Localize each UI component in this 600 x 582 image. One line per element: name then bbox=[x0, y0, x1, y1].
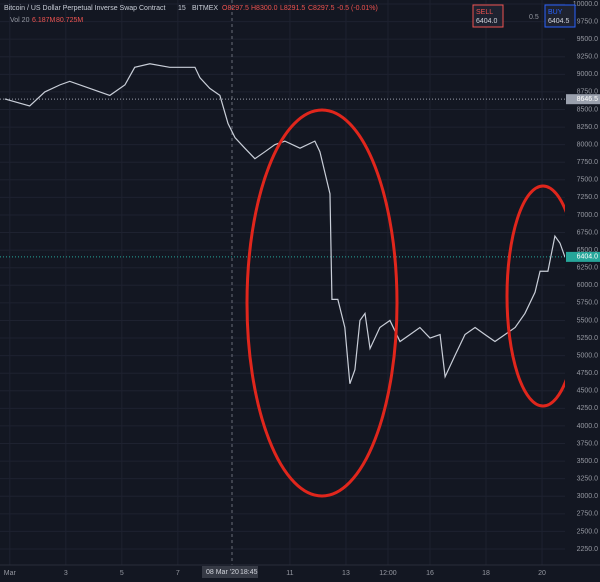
y-tick-label: 6000.0 bbox=[577, 282, 599, 289]
y-tick-label: 4750.0 bbox=[577, 370, 599, 377]
x-tick-label: 20 bbox=[538, 570, 546, 577]
buy-price[interactable]: 6404.5 bbox=[548, 18, 570, 25]
buy-button[interactable] bbox=[544, 4, 576, 28]
x-tick-label: 16 bbox=[426, 570, 434, 577]
sell-button[interactable] bbox=[472, 4, 504, 28]
y-tick-label: 3500.0 bbox=[577, 458, 599, 465]
x-tick-label: 7 bbox=[176, 570, 180, 577]
y-tick-label: 4250.0 bbox=[577, 405, 599, 412]
y-tick-label: 9500.0 bbox=[577, 36, 599, 43]
y-tick-label: 8000.0 bbox=[577, 141, 599, 148]
y-tick-label: 3750.0 bbox=[577, 440, 599, 447]
crosshair-date: 08 Mar '20 bbox=[206, 569, 239, 576]
y-tick-label: 8250.0 bbox=[577, 124, 599, 131]
y-tick-label: 7250.0 bbox=[577, 194, 599, 201]
price-line-series bbox=[4, 63, 566, 384]
crosshair-label-box bbox=[202, 566, 258, 578]
x-tick-label: 13 bbox=[342, 570, 350, 577]
y-tick-label: 3250.0 bbox=[577, 476, 599, 483]
chart-title: Bitcoin / US Dollar Perpetual Inverse Sw… bbox=[4, 5, 166, 12]
x-tick-label: 5 bbox=[120, 570, 124, 577]
interval: 15 bbox=[178, 5, 186, 12]
ohlc-open: O8297.5 bbox=[222, 5, 249, 12]
x-tick-label: 3 bbox=[64, 570, 68, 577]
y-tick-label: 2750.0 bbox=[577, 511, 599, 518]
axes: 2250.02500.02750.03000.03250.03500.03750… bbox=[4, 1, 600, 577]
y-tick-label: 5000.0 bbox=[577, 352, 599, 359]
crosshair-time: 18:45 bbox=[240, 569, 258, 576]
y-tick-label: 7750.0 bbox=[577, 159, 599, 166]
y-tick-label: 4500.0 bbox=[577, 388, 599, 395]
y-tick-label: 6750.0 bbox=[577, 229, 599, 236]
y-tick-label: 2500.0 bbox=[577, 528, 599, 535]
spread: 0.5 bbox=[529, 14, 539, 21]
ohlc-close: C8297.5 bbox=[308, 5, 335, 12]
y-tick-label: 5750.0 bbox=[577, 300, 599, 307]
x-tick-label: 18 bbox=[482, 570, 490, 577]
sell-price[interactable]: 6404.0 bbox=[476, 18, 498, 25]
y-tick-label: 9750.0 bbox=[577, 18, 599, 25]
annotation-ellipse bbox=[245, 108, 399, 498]
y-tick-label: 2250.0 bbox=[577, 546, 599, 553]
y-tick-label: 6500.0 bbox=[577, 247, 599, 254]
grid bbox=[0, 0, 565, 565]
price-label: 8646.5 bbox=[577, 96, 599, 103]
y-tick-label: 6250.0 bbox=[577, 265, 599, 272]
price-label-box bbox=[566, 251, 600, 262]
y-tick-label: 8750.0 bbox=[577, 89, 599, 96]
y-axis bbox=[565, 0, 600, 565]
sell-label[interactable]: SELL bbox=[476, 9, 493, 16]
price-label-box bbox=[566, 94, 600, 105]
y-tick-label: 4000.0 bbox=[577, 423, 599, 430]
y-tick-label: 9250.0 bbox=[577, 54, 599, 61]
volume-average: 80.725M bbox=[56, 17, 83, 24]
x-axis bbox=[0, 565, 600, 582]
plot bbox=[0, 63, 566, 384]
y-tick-label: 8500.0 bbox=[577, 106, 599, 113]
x-tick-label: Mar bbox=[4, 570, 17, 577]
x-tick-label: 11 bbox=[286, 570, 293, 577]
y-tick-label: 3000.0 bbox=[577, 493, 599, 500]
y-tick-label: 5250.0 bbox=[577, 335, 599, 342]
y-tick-label: 10000.0 bbox=[573, 1, 598, 8]
volume-label: Vol 20 bbox=[10, 17, 30, 24]
ohlc-change: -0.5 (-0.01%) bbox=[337, 5, 378, 12]
y-tick-label: 7000.0 bbox=[577, 212, 599, 219]
x-tick-label: 12:00 bbox=[379, 570, 397, 577]
y-tick-label: 9000.0 bbox=[577, 71, 599, 78]
volume-value: 6.187M bbox=[32, 17, 56, 24]
ohlc-high: H8300.0 bbox=[251, 5, 278, 12]
exchange: BITMEX bbox=[192, 5, 218, 12]
price-label: 6404.0 bbox=[577, 254, 599, 261]
y-tick-label: 5500.0 bbox=[577, 317, 599, 324]
ohlc-low: L8291.5 bbox=[280, 5, 305, 12]
buy-label[interactable]: BUY bbox=[548, 9, 563, 16]
y-tick-label: 7500.0 bbox=[577, 177, 599, 184]
